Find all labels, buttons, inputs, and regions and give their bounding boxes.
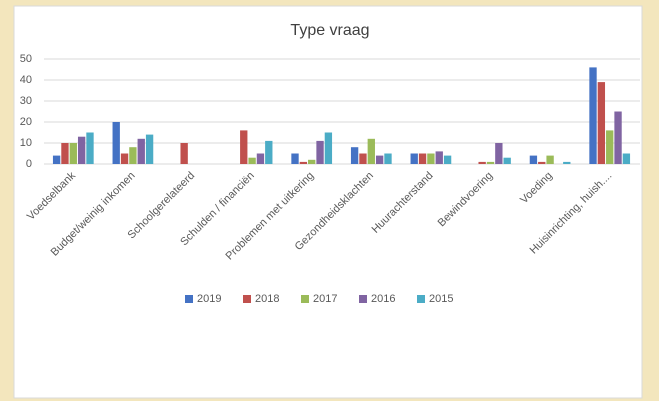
bar <box>597 82 606 164</box>
bar <box>77 136 86 164</box>
legend-label: 2015 <box>429 293 453 305</box>
bar <box>61 143 69 164</box>
bar <box>180 143 188 164</box>
legend-swatch <box>243 295 251 303</box>
legend-label: 2016 <box>371 293 395 305</box>
legend-swatch <box>359 295 367 303</box>
bar <box>606 130 614 164</box>
bar <box>563 161 571 164</box>
bar <box>538 161 546 164</box>
bar <box>410 153 418 164</box>
legend-label: 2018 <box>255 293 279 305</box>
bar <box>52 155 61 164</box>
legend-swatch <box>417 295 425 303</box>
bar <box>614 111 622 164</box>
chart-title: Type vraag <box>290 22 369 39</box>
bar <box>529 155 538 164</box>
y-tick-label: 50 <box>20 53 32 65</box>
bar <box>503 157 511 164</box>
legend-label: 2017 <box>313 293 337 305</box>
bar <box>265 140 273 164</box>
bar <box>316 140 324 164</box>
bar <box>86 132 94 164</box>
bar <box>622 153 631 164</box>
bar <box>299 161 308 164</box>
bar <box>69 143 77 164</box>
bar <box>418 153 427 164</box>
bar <box>384 153 392 164</box>
bar <box>308 159 316 164</box>
bar <box>350 147 359 164</box>
bar <box>546 155 554 164</box>
bar <box>495 143 503 164</box>
y-tick-label: 10 <box>20 137 32 149</box>
bar <box>137 138 145 164</box>
bar <box>478 161 486 164</box>
y-tick-label: 0 <box>26 158 32 170</box>
bar <box>112 122 120 164</box>
bar <box>256 153 265 164</box>
bar <box>427 153 435 164</box>
bar <box>589 67 597 164</box>
bar <box>367 138 375 164</box>
bar <box>129 147 137 164</box>
bar <box>486 161 495 164</box>
bar <box>443 155 452 164</box>
bar <box>291 153 299 164</box>
bar <box>120 153 129 164</box>
y-tick-label: 20 <box>20 116 32 128</box>
bar <box>240 130 248 164</box>
y-tick-label: 40 <box>20 74 32 86</box>
legend-swatch <box>301 295 309 303</box>
bar <box>435 151 443 164</box>
bar <box>359 153 367 164</box>
bar <box>324 132 333 164</box>
bar <box>248 157 256 164</box>
legend-label: 2019 <box>197 293 221 305</box>
bar <box>145 134 154 164</box>
chart-panel <box>13 5 643 399</box>
y-tick-label: 30 <box>20 95 32 107</box>
bar <box>375 155 384 164</box>
legend-swatch <box>185 295 193 303</box>
